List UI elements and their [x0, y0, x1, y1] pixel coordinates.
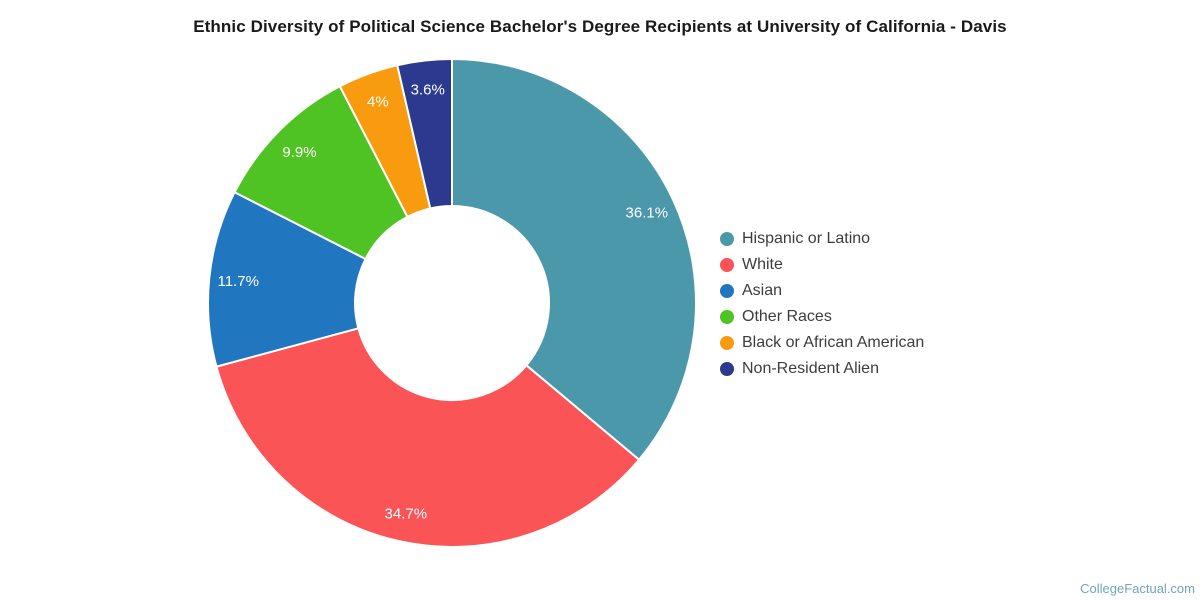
legend-color-dot-icon: [720, 310, 734, 324]
legend-item-black-or-african-american[interactable]: Black or African American: [720, 330, 924, 356]
legend-color-dot-icon: [720, 284, 734, 298]
legend-label: Black or African American: [742, 334, 925, 351]
legend-color-dot-icon: [720, 232, 734, 246]
pie-slice-white[interactable]: [215, 327, 641, 548]
pie-slice-non-resident-alien[interactable]: [396, 57, 453, 210]
legend-color-dot-icon: [720, 258, 734, 272]
footer-brand-link[interactable]: CollegeFactual.com: [1080, 581, 1195, 596]
pie-slice-hispanic-or-latino[interactable]: [451, 57, 697, 462]
legend-label: Other Races: [742, 308, 832, 325]
legend-item-non-resident-alien[interactable]: Non-Resident Alien: [720, 356, 924, 382]
legend-item-hispanic-or-latino[interactable]: Hispanic or Latino: [720, 226, 924, 252]
legend-item-white[interactable]: White: [720, 252, 924, 278]
legend-label: Asian: [742, 282, 783, 299]
legend: Hispanic or Latino White Asian Other Races B…: [720, 226, 924, 382]
legend-item-asian[interactable]: Asian: [720, 278, 924, 304]
legend-item-other-races[interactable]: Other Races: [720, 304, 924, 330]
legend-label: Hispanic or Latino: [742, 230, 871, 247]
legend-label: Non-Resident Alien: [742, 360, 879, 377]
legend-label: White: [742, 256, 783, 273]
legend-color-dot-icon: [720, 362, 734, 376]
page-title: Ethnic Diversity of Political Science Ba…: [193, 17, 1007, 36]
legend-color-dot-icon: [720, 336, 734, 350]
pie-slice-asian[interactable]: [207, 190, 367, 368]
